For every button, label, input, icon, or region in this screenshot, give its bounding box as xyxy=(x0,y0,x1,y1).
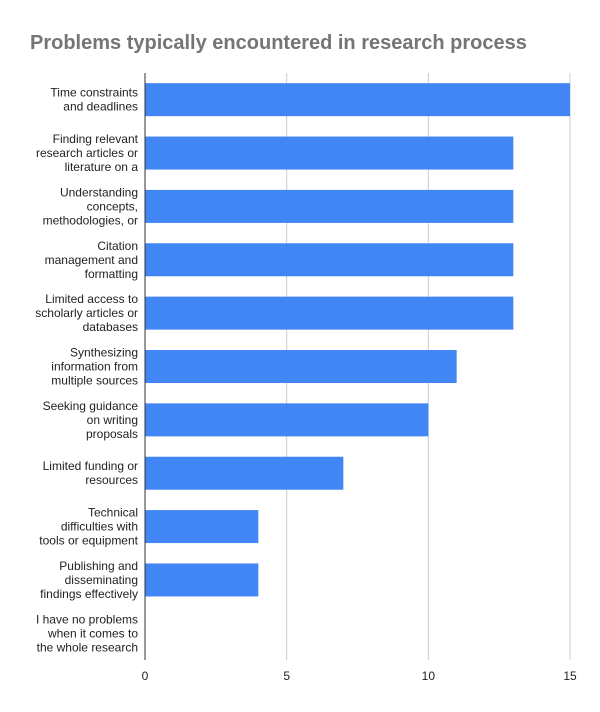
bar-0 xyxy=(145,83,570,117)
category-label-9: Publishing and disseminating findings effe… xyxy=(40,559,138,601)
category-label-5: Synthesizing information from multiple sou… xyxy=(51,346,138,388)
tick-label-10: 10 xyxy=(422,669,436,683)
bar-1 xyxy=(145,136,514,170)
bar-7 xyxy=(145,456,344,490)
category-label-4: Limited access to scholarly articles or da… xyxy=(35,292,138,334)
category-label-0: Time constraints and deadlines xyxy=(50,86,138,114)
category-label-10: I have no problems when it comes to the wh… xyxy=(36,612,138,654)
category-label-3: Citation management and formatting xyxy=(45,239,138,281)
tick-label-0: 0 xyxy=(142,669,149,683)
bars xyxy=(145,83,570,597)
bar-9 xyxy=(145,563,259,597)
category-labels: Time constraints and deadlines Finding rel… xyxy=(35,86,138,655)
category-label-6: Seeking guidance on writing proposals xyxy=(43,399,139,441)
bar-2 xyxy=(145,189,514,223)
category-label-8: Technical difficulties with tools or equip… xyxy=(39,506,138,548)
category-label-1: Finding relevant research articles or lite… xyxy=(36,132,139,174)
tick-label-15: 15 xyxy=(563,669,577,683)
bar-3 xyxy=(145,243,514,277)
x-axis-ticks: 0 5 10 15 xyxy=(142,669,577,683)
bar-4 xyxy=(145,296,514,330)
category-label-7: Limited funding or resources xyxy=(43,459,138,487)
category-label-2: Understanding concepts, methodologies, or xyxy=(43,185,138,227)
chart-title: Problems typically encountered in resear… xyxy=(30,32,527,54)
bar-6 xyxy=(145,403,429,437)
tick-label-5: 5 xyxy=(283,669,290,683)
bar-5 xyxy=(145,350,457,383)
bar-8 xyxy=(145,510,259,544)
